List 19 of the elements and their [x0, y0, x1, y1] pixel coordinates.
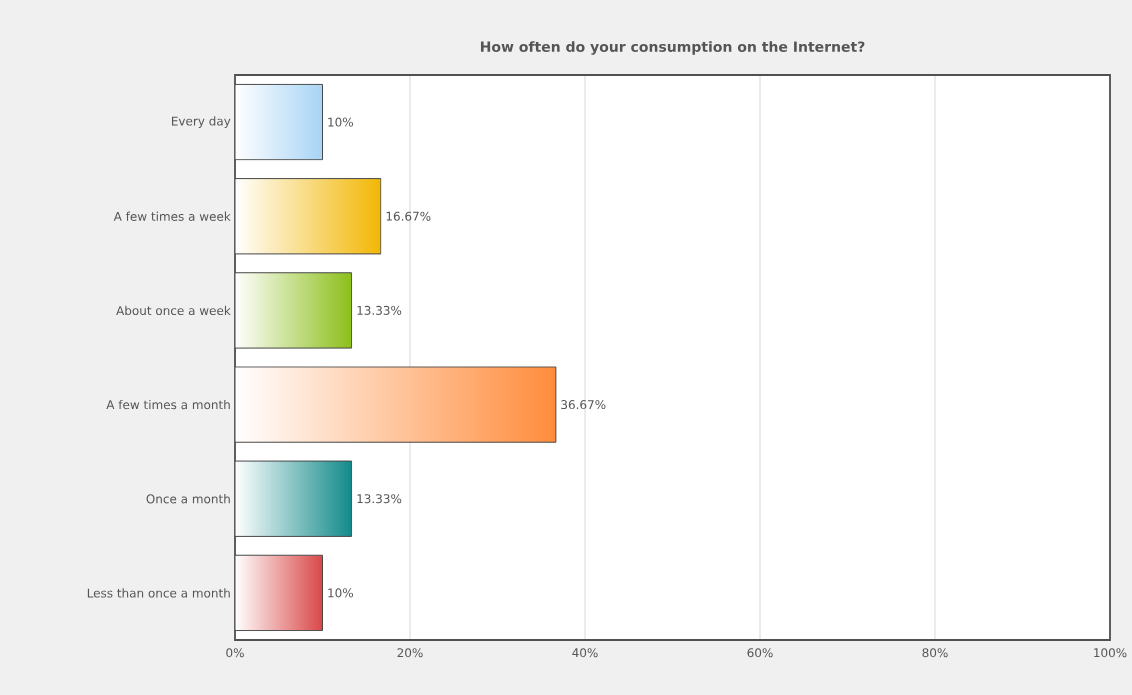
y-tick-label: Every day: [172, 116, 231, 128]
x-tick-label: 100%: [1094, 648, 1127, 658]
y-tick-label: Less than once a month: [87, 588, 230, 598]
data-label: 13.33%: [357, 494, 402, 504]
x-tick-label: 40%: [572, 648, 598, 658]
y-tick-label: A few times a week: [113, 211, 231, 221]
data-label: 36.67%: [561, 400, 606, 410]
x-tick-label: 60%: [747, 648, 773, 658]
y-tick-label: About once a week: [116, 305, 231, 316]
x-tick-label: 0%: [226, 648, 244, 658]
x-tick-label: 20%: [397, 648, 423, 658]
x-tick-label: 80%: [922, 648, 948, 658]
y-tick-label: Once a month: [146, 494, 230, 504]
chart-title: How often do your consumption on the Internet?: [480, 41, 865, 55]
data-label: 10%: [328, 117, 354, 127]
data-label: 10%: [328, 588, 354, 598]
data-label: 16.67%: [386, 211, 431, 221]
data-label: 13.33%: [357, 305, 402, 315]
y-tick-label: A few times a month: [106, 399, 230, 410]
